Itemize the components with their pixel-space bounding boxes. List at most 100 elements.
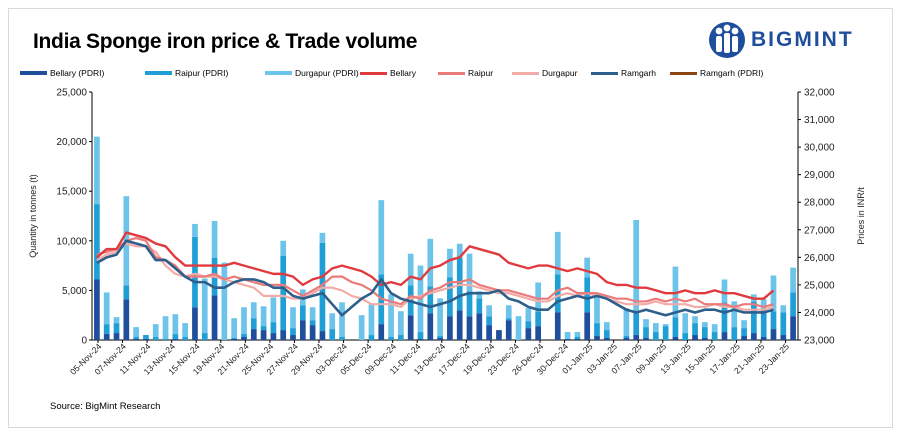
bar-raipur-pdri xyxy=(711,332,718,340)
bar-durgapur-pdri xyxy=(260,306,267,327)
legend-label: Durgapur xyxy=(542,68,578,78)
bar-raipur-pdri xyxy=(702,327,708,339)
legend-item-raipur-pdri: Raipur (PDRI) xyxy=(145,68,228,78)
axes-layer xyxy=(89,91,801,343)
y-tick-label: 20,000 xyxy=(56,137,87,148)
bar-raipur-pdri xyxy=(584,277,591,313)
bar-durgapur-pdri xyxy=(456,243,463,258)
bar-durgapur-pdri xyxy=(201,278,208,334)
bar-bellary-pdri xyxy=(94,279,100,340)
legend-item-ramgarh: Ramgarh xyxy=(591,68,656,78)
bar-raipur-pdri xyxy=(368,335,375,340)
bar-bellary-pdri xyxy=(280,330,287,340)
bar-bellary-pdri xyxy=(103,334,110,340)
bar-bellary-pdri xyxy=(447,316,453,340)
bar-bellary-pdri xyxy=(594,336,600,340)
bar-raipur-pdri xyxy=(652,332,659,340)
bar-bellary-pdri xyxy=(113,333,120,340)
bar-bellary-pdri xyxy=(623,338,630,340)
bar-bellary-pdri xyxy=(172,339,179,340)
bar-durgapur-pdri xyxy=(172,314,179,335)
bar-bellary-pdri xyxy=(505,320,512,340)
bar-raipur-pdri xyxy=(231,338,238,340)
line-durgapur xyxy=(96,242,774,311)
bar-raipur-pdri xyxy=(417,332,424,339)
bar-durgapur-pdri xyxy=(182,323,188,338)
bar-bellary-pdri xyxy=(270,333,277,340)
bar-bellary-pdri xyxy=(574,339,581,340)
bar-raipur-pdri xyxy=(250,318,257,330)
bar-raipur-pdri xyxy=(299,305,306,321)
legend-item-ramgarh-pdri: Ramgarh (PDRI) xyxy=(670,68,763,78)
bar-durgapur-pdri xyxy=(476,291,483,299)
bar-raipur-pdri xyxy=(623,336,630,339)
bar-bellary-pdri xyxy=(437,338,443,340)
y-tick-label: 0 xyxy=(81,336,87,347)
bar-raipur-pdri xyxy=(172,334,179,340)
bar-raipur-pdri xyxy=(339,337,345,340)
legend-label: Raipur xyxy=(468,68,494,78)
bar-durgapur-pdri xyxy=(388,294,394,338)
bar-bellary-pdri xyxy=(427,313,434,340)
y2-tick-label: 28,000 xyxy=(804,198,835,209)
bar-raipur-pdri xyxy=(447,277,453,317)
bar-bellary-pdri xyxy=(770,329,777,340)
bar-durgapur-pdri xyxy=(760,299,767,311)
bar-bellary-pdri xyxy=(309,325,316,340)
y2-tick-label: 23,000 xyxy=(804,336,835,347)
legend-swatch xyxy=(591,71,618,75)
bar-durgapur-pdri xyxy=(339,302,345,338)
bar-raipur-pdri xyxy=(309,320,316,326)
bar-raipur-pdri xyxy=(525,321,532,329)
bar-bellary-pdri xyxy=(250,329,257,340)
bar-raipur-pdri xyxy=(290,328,296,336)
bar-bellary-pdri xyxy=(211,295,218,340)
bar-bellary-pdri xyxy=(760,337,767,340)
legend-item-bellary-pdri: Bellary (PDRI) xyxy=(20,68,104,78)
legend-swatch xyxy=(265,71,292,75)
bar-durgapur-pdri xyxy=(711,324,718,333)
bar-raipur-pdri xyxy=(133,337,139,339)
bar-raipur-pdri xyxy=(535,311,541,327)
bar-durgapur-pdri xyxy=(290,307,296,329)
bar-bellary-pdri xyxy=(672,337,679,340)
legend-label: Ramgarh xyxy=(621,68,656,78)
bar-bellary-pdri xyxy=(319,331,326,340)
bar-durgapur-pdri xyxy=(398,311,404,336)
bar-raipur-pdri xyxy=(633,312,640,336)
bar-durgapur-pdri xyxy=(113,317,120,324)
bars-layer xyxy=(94,136,796,340)
bar-durgapur-pdri xyxy=(515,316,522,340)
y2-tick-label: 32,000 xyxy=(804,88,835,99)
bar-bellary-pdri xyxy=(496,330,502,340)
lines-layer xyxy=(96,231,775,317)
bar-durgapur-pdri xyxy=(94,136,100,205)
legend-label: Raipur (PDRI) xyxy=(175,68,229,78)
bar-bellary-pdri xyxy=(525,328,532,340)
bar-durgapur-pdri xyxy=(486,305,492,317)
bar-raipur-pdri xyxy=(427,286,434,314)
bar-bellary-pdri xyxy=(123,299,130,340)
bar-durgapur-pdri xyxy=(643,319,649,328)
y-tick-label: 5,000 xyxy=(62,286,87,297)
bar-raipur-pdri xyxy=(486,316,492,326)
bar-durgapur-pdri xyxy=(319,232,326,243)
bar-durgapur-pdri xyxy=(731,301,738,328)
chart-title: India Sponge iron price & Trade volume xyxy=(33,30,418,53)
bar-raipur-pdri xyxy=(721,302,728,333)
y2-tick-label: 27,000 xyxy=(804,225,835,236)
bar-bellary-pdri xyxy=(790,316,796,340)
bar-bellary-pdri xyxy=(231,339,238,340)
bar-bellary-pdri xyxy=(456,310,463,340)
bar-durgapur-pdri xyxy=(672,266,679,318)
bar-durgapur-pdri xyxy=(721,279,728,303)
y-tick-label: 15,000 xyxy=(56,187,87,198)
legend-label: Ramgarh (PDRI) xyxy=(700,68,764,78)
bar-raipur-pdri xyxy=(388,337,394,340)
bar-durgapur-pdri xyxy=(241,307,247,335)
legend-swatch xyxy=(145,71,172,75)
bar-raipur-pdri xyxy=(143,335,149,340)
chart-frame xyxy=(8,8,893,428)
legend-label: Durgapur (PDRI) xyxy=(295,68,359,78)
